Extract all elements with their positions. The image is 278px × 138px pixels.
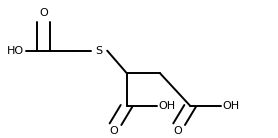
- Text: S: S: [95, 46, 103, 56]
- Text: O: O: [110, 126, 118, 136]
- Text: HO: HO: [7, 46, 24, 56]
- Text: OH: OH: [222, 101, 239, 111]
- Text: O: O: [39, 8, 48, 18]
- Text: O: O: [173, 126, 182, 136]
- Text: OH: OH: [158, 101, 175, 111]
